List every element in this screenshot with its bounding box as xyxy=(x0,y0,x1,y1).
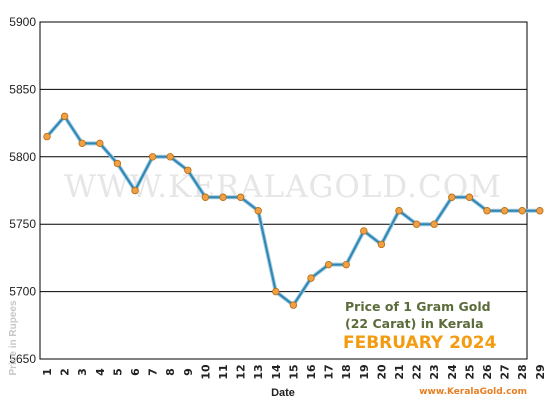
data-point xyxy=(307,274,315,282)
x-tick-label: 18 xyxy=(340,364,353,379)
x-tick-label: 26 xyxy=(481,364,494,380)
data-point xyxy=(360,227,368,235)
y-axis-labels: 5650 5700 5750 5800 5850 5900 xyxy=(9,15,36,366)
data-point xyxy=(500,207,509,215)
x-tick-label: 27 xyxy=(499,364,512,379)
y-tick-label: 5650 xyxy=(9,352,36,366)
series-line-group xyxy=(43,112,544,309)
series-line xyxy=(46,115,540,307)
site-credit: www.KeralaGold.com xyxy=(419,387,527,397)
x-axis-title: Date xyxy=(271,387,295,399)
x-tick-label: 9 xyxy=(182,368,195,376)
x-tick-label: 19 xyxy=(358,364,371,379)
x-tick-label: 29 xyxy=(534,364,547,379)
x-tick-label: 21 xyxy=(393,364,406,379)
data-point xyxy=(377,240,386,249)
x-tick-label: 2 xyxy=(59,368,72,376)
data-point xyxy=(254,207,262,215)
data-point xyxy=(536,207,544,215)
x-tick-label: 6 xyxy=(129,368,142,376)
x-tick-label: 13 xyxy=(252,364,265,379)
data-point xyxy=(78,139,86,148)
data-point xyxy=(483,207,491,215)
data-point xyxy=(113,159,122,168)
x-tick-label: 10 xyxy=(199,364,212,380)
watermark: WWW.KERALAGOLD.COM xyxy=(64,169,502,205)
x-tick-label: 14 xyxy=(270,364,283,380)
y-tick-label: 5850 xyxy=(9,82,36,96)
x-tick-label: 1 xyxy=(41,368,54,376)
y-tick-label: 5750 xyxy=(9,217,36,231)
data-point xyxy=(201,193,210,201)
data-point xyxy=(184,166,192,174)
data-point xyxy=(395,207,403,215)
data-point xyxy=(342,260,350,269)
x-tick-label: 20 xyxy=(375,364,388,380)
x-tick-label: 7 xyxy=(147,368,160,376)
y-tick-label: 5900 xyxy=(9,15,36,29)
data-point xyxy=(272,287,280,296)
x-tick-label: 11 xyxy=(217,364,230,379)
legend-month: FEBRUARY 2024 xyxy=(343,333,497,353)
x-tick-label: 8 xyxy=(164,368,177,376)
y-axis-title: Price in Rupees xyxy=(8,300,19,375)
legend-line-2: (22 Carat) in Kerala xyxy=(345,316,484,331)
x-tick-label: 23 xyxy=(428,364,441,379)
data-point xyxy=(518,207,526,215)
x-tick-label: 22 xyxy=(411,364,424,379)
series-line-halo xyxy=(45,114,540,308)
data-point xyxy=(412,220,421,228)
plot-frame xyxy=(39,21,528,360)
x-tick-label: 25 xyxy=(463,364,476,379)
y-tick-label: 5800 xyxy=(9,150,36,164)
x-tick-label: 16 xyxy=(305,364,318,380)
data-point xyxy=(148,153,157,161)
x-tick-label: 12 xyxy=(235,364,248,379)
x-axis-labels: 1 2 3 4 5 6 7 8 9 10 11 12 13 14 15 16 17 18 19 20 21 22 23 24 2… xyxy=(41,364,547,380)
data-point xyxy=(289,301,298,309)
data-point xyxy=(96,139,104,148)
x-tick-label: 24 xyxy=(446,364,459,380)
data-point xyxy=(43,132,51,141)
gridlines xyxy=(40,88,527,293)
y-tick-label: 5700 xyxy=(9,285,36,299)
x-tick-label: 28 xyxy=(516,364,529,379)
data-point xyxy=(465,193,474,201)
data-point xyxy=(131,186,139,195)
x-tick-label: 5 xyxy=(111,368,124,376)
x-tick-label: 17 xyxy=(323,364,336,379)
data-point xyxy=(448,193,456,201)
legend-line-1: Price of 1 Gram Gold xyxy=(345,299,491,314)
x-tick-label: 4 xyxy=(94,368,107,376)
data-point xyxy=(324,260,333,269)
data-point xyxy=(219,193,227,201)
x-tick-label: 3 xyxy=(76,368,89,376)
x-tick-label: 15 xyxy=(287,364,300,379)
data-point xyxy=(236,193,245,201)
data-point xyxy=(430,220,438,228)
data-point xyxy=(166,153,174,161)
data-point xyxy=(60,112,69,121)
